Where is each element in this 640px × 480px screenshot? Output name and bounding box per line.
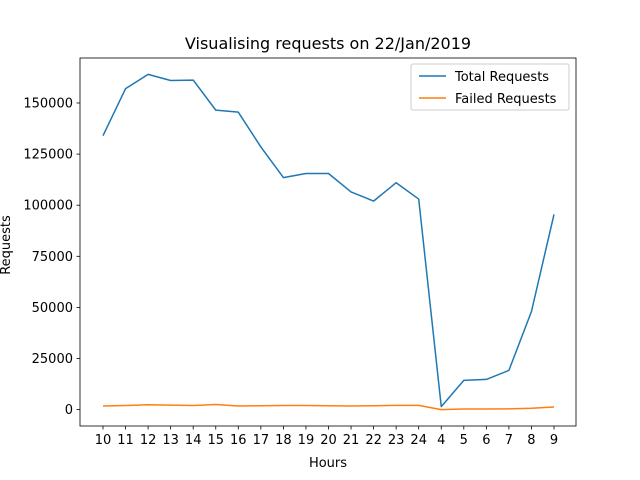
y-tick-label: 125000 xyxy=(23,148,73,163)
x-tick-label: 14 xyxy=(185,433,202,448)
y-tick-label: 100000 xyxy=(23,199,73,214)
x-tick-label: 5 xyxy=(460,433,468,448)
legend-label-0: Total Requests xyxy=(454,70,549,85)
series-line-0 xyxy=(102,73,555,408)
y-tick-label: 25000 xyxy=(32,352,73,367)
x-tick-label: 4 xyxy=(437,433,445,448)
plot-area: 10 11 12 13 14 15 16 17 18 19 20 21 22 23 24 4 5 6 7 8 9 0 250… xyxy=(23,57,577,448)
x-tick-label: 22 xyxy=(365,433,382,448)
axes-frame xyxy=(79,57,577,427)
x-tick-label: 17 xyxy=(253,433,270,448)
legend-box xyxy=(410,63,570,111)
x-tick-label: 12 xyxy=(140,433,157,448)
x-tick-label: 8 xyxy=(527,433,535,448)
x-tick-label: 13 xyxy=(162,433,179,448)
y-axis-title: Requests xyxy=(0,215,14,275)
y-tick-label: 0 xyxy=(65,403,73,418)
y-tick-label: 150000 xyxy=(23,96,73,111)
x-tick-label: 7 xyxy=(505,433,513,448)
y-tick-label: 75000 xyxy=(32,250,73,265)
y-tick-label: 50000 xyxy=(32,301,73,316)
series-line-1 xyxy=(102,403,555,411)
x-tick-label: 24 xyxy=(410,433,427,448)
x-tick-label: 9 xyxy=(550,433,558,448)
x-tick-label: 16 xyxy=(230,433,247,448)
x-tick-label: 6 xyxy=(482,433,490,448)
x-tick-label: 23 xyxy=(388,433,405,448)
x-tick-label: 19 xyxy=(298,433,315,448)
x-tick-label: 21 xyxy=(343,433,360,448)
x-axis-title: Hours xyxy=(309,456,347,471)
x-tick-label: 10 xyxy=(95,433,112,448)
x-tick-label: 20 xyxy=(320,433,337,448)
x-tick-label: 18 xyxy=(275,433,292,448)
chart-title: Visualising requests on 22/Jan/2019 xyxy=(185,34,471,53)
x-tick-label: 11 xyxy=(117,433,134,448)
x-tick-label: 15 xyxy=(207,433,224,448)
legend-label-1: Failed Requests xyxy=(455,92,557,107)
